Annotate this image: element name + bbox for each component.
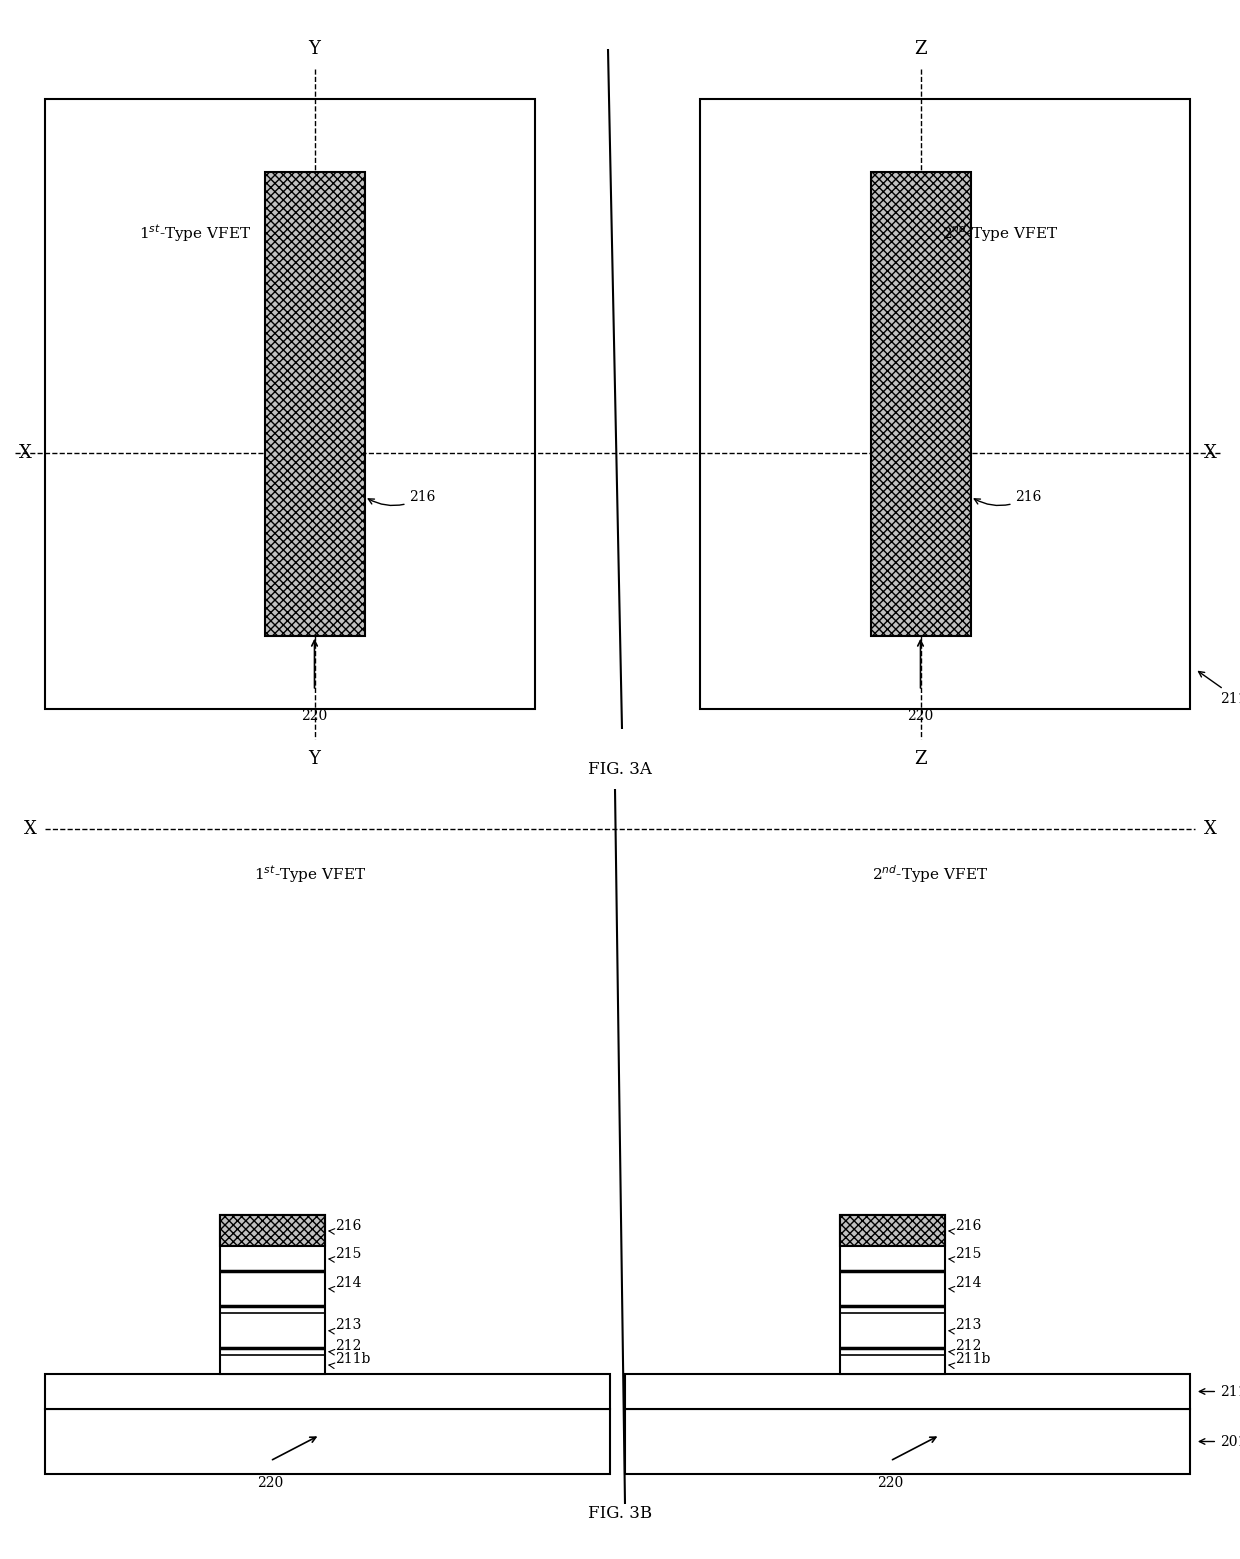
Text: Y: Y xyxy=(309,41,320,58)
Text: FIG. 3A: FIG. 3A xyxy=(588,761,652,778)
Text: 211b: 211b xyxy=(329,1352,371,1369)
Text: 214: 214 xyxy=(329,1277,362,1292)
Bar xyxy=(625,1373,1190,1409)
Text: X: X xyxy=(24,820,36,839)
Text: 216: 216 xyxy=(949,1219,981,1235)
Text: 216: 216 xyxy=(975,490,1042,505)
Text: 216: 216 xyxy=(329,1219,361,1235)
Text: 220: 220 xyxy=(877,1476,903,1490)
Bar xyxy=(870,171,971,636)
Text: 213: 213 xyxy=(949,1319,981,1335)
Text: 216: 216 xyxy=(368,490,436,505)
Text: 215: 215 xyxy=(949,1247,981,1263)
Text: 220: 220 xyxy=(301,709,327,723)
Text: 220: 220 xyxy=(257,1476,283,1490)
Text: 1$^{st}$-Type VFET: 1$^{st}$-Type VFET xyxy=(254,864,366,886)
Text: Y: Y xyxy=(309,750,320,769)
Text: 211b: 211b xyxy=(949,1352,991,1369)
Text: 220: 220 xyxy=(908,709,934,723)
Bar xyxy=(45,100,534,709)
Text: X: X xyxy=(1204,820,1216,839)
Text: 2$^{nd}$-Type VFET: 2$^{nd}$-Type VFET xyxy=(942,223,1058,245)
Bar xyxy=(625,1409,1190,1473)
Text: FIG. 3B: FIG. 3B xyxy=(588,1506,652,1523)
Text: Z: Z xyxy=(914,41,926,58)
Bar xyxy=(264,171,365,636)
Text: 201: 201 xyxy=(1199,1434,1240,1448)
Text: 214: 214 xyxy=(949,1277,982,1292)
Bar xyxy=(219,1214,325,1246)
Bar xyxy=(45,1409,610,1473)
Bar xyxy=(219,1214,325,1373)
Text: Z: Z xyxy=(914,750,926,769)
Bar xyxy=(839,1214,945,1373)
Bar xyxy=(839,1214,945,1246)
Text: 211a: 211a xyxy=(1199,1384,1240,1398)
Text: X: X xyxy=(1204,444,1216,461)
Text: 215: 215 xyxy=(329,1247,361,1263)
Text: 211a: 211a xyxy=(1199,672,1240,706)
Text: 212: 212 xyxy=(329,1339,361,1355)
Text: X: X xyxy=(19,444,31,461)
Text: 212: 212 xyxy=(949,1339,981,1355)
Text: 1$^{st}$-Type VFET: 1$^{st}$-Type VFET xyxy=(139,223,252,245)
Bar xyxy=(45,1373,610,1409)
Bar xyxy=(701,100,1190,709)
Text: 2$^{nd}$-Type VFET: 2$^{nd}$-Type VFET xyxy=(872,864,988,886)
Text: 213: 213 xyxy=(329,1319,361,1335)
